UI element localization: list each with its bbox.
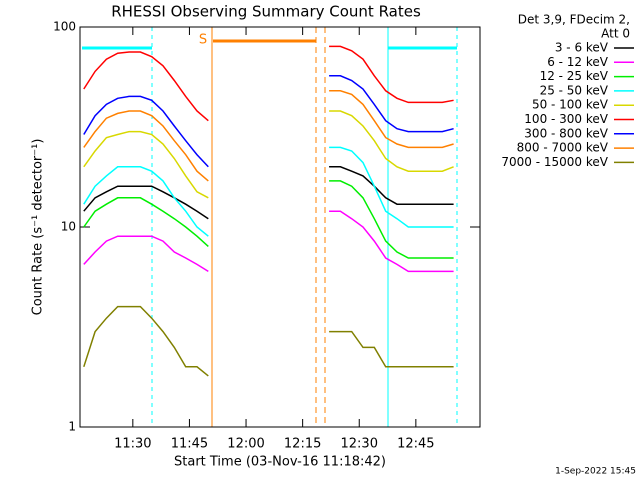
series-line: [83, 166, 454, 220]
legend-label: 25 - 50 keV: [540, 83, 609, 97]
y-tick-label: 10: [61, 220, 76, 234]
legend-label: 7000 - 15000 keV: [501, 155, 608, 169]
legend-label: 800 - 7000 keV: [517, 141, 609, 155]
legend-header: Att 0: [601, 27, 630, 41]
series-line: [83, 180, 454, 259]
series-line: [83, 146, 454, 237]
legend-label: 12 - 25 keV: [540, 69, 609, 83]
x-tick-label: 11:30: [114, 437, 151, 452]
series-line: [83, 75, 454, 168]
annotation: S: [199, 33, 207, 48]
legend-header: Det 3,9, FDecim 2,: [518, 13, 630, 27]
legend-label: 50 - 100 keV: [532, 98, 609, 112]
series-line: [83, 210, 454, 273]
y-axis-label: Count Rate (s⁻¹ detector⁻¹): [31, 139, 46, 316]
series-line: [83, 110, 454, 199]
chart-title: RHESSI Observing Summary Count Rates: [111, 3, 421, 21]
x-tick-label: 12:30: [341, 437, 378, 452]
legend-label: 6 - 12 keV: [547, 55, 609, 69]
legend-label: 3 - 6 keV: [555, 41, 609, 55]
series-line: [83, 305, 454, 377]
legend-label: 300 - 800 keV: [524, 126, 608, 140]
x-tick-label: 12:00: [227, 437, 264, 452]
series-line: [83, 90, 454, 182]
footer: 1-Sep-2022 15:45: [555, 467, 636, 477]
x-tick-label: 12:15: [284, 437, 321, 452]
series-line: [83, 45, 454, 122]
decorations: [82, 27, 458, 427]
legend-label: 100 - 300 keV: [524, 112, 608, 126]
x-tick-label: 12:45: [397, 437, 434, 452]
y-tick-label: 1: [68, 420, 76, 434]
x-axis-label: Start Time (03-Nov-16 11:18:42): [174, 455, 386, 470]
y-tick-label: 100: [53, 20, 76, 34]
x-tick-label: 11:45: [171, 437, 208, 452]
